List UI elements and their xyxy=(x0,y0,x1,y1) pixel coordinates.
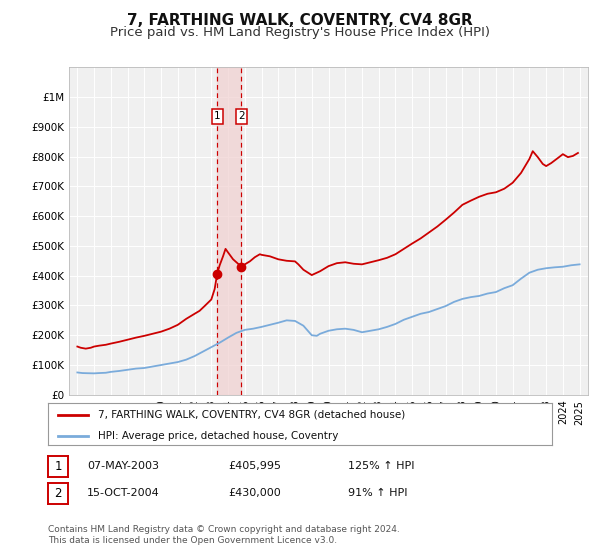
Text: 2: 2 xyxy=(55,487,62,500)
Text: £405,995: £405,995 xyxy=(228,461,281,472)
Text: 7, FARTHING WALK, COVENTRY, CV4 8GR (detached house): 7, FARTHING WALK, COVENTRY, CV4 8GR (det… xyxy=(98,410,406,420)
Text: HPI: Average price, detached house, Coventry: HPI: Average price, detached house, Cove… xyxy=(98,431,339,441)
Text: Price paid vs. HM Land Registry's House Price Index (HPI): Price paid vs. HM Land Registry's House … xyxy=(110,26,490,39)
Text: 91% ↑ HPI: 91% ↑ HPI xyxy=(348,488,407,498)
Text: £430,000: £430,000 xyxy=(228,488,281,498)
Text: 15-OCT-2004: 15-OCT-2004 xyxy=(87,488,160,498)
Text: 125% ↑ HPI: 125% ↑ HPI xyxy=(348,461,415,472)
Text: 2: 2 xyxy=(238,111,245,122)
Text: 7, FARTHING WALK, COVENTRY, CV4 8GR: 7, FARTHING WALK, COVENTRY, CV4 8GR xyxy=(127,13,473,28)
Text: 1: 1 xyxy=(55,460,62,473)
Text: Contains HM Land Registry data © Crown copyright and database right 2024.
This d: Contains HM Land Registry data © Crown c… xyxy=(48,525,400,545)
Text: 07-MAY-2003: 07-MAY-2003 xyxy=(87,461,159,472)
Text: 1: 1 xyxy=(214,111,220,122)
Bar xyxy=(217,67,241,395)
